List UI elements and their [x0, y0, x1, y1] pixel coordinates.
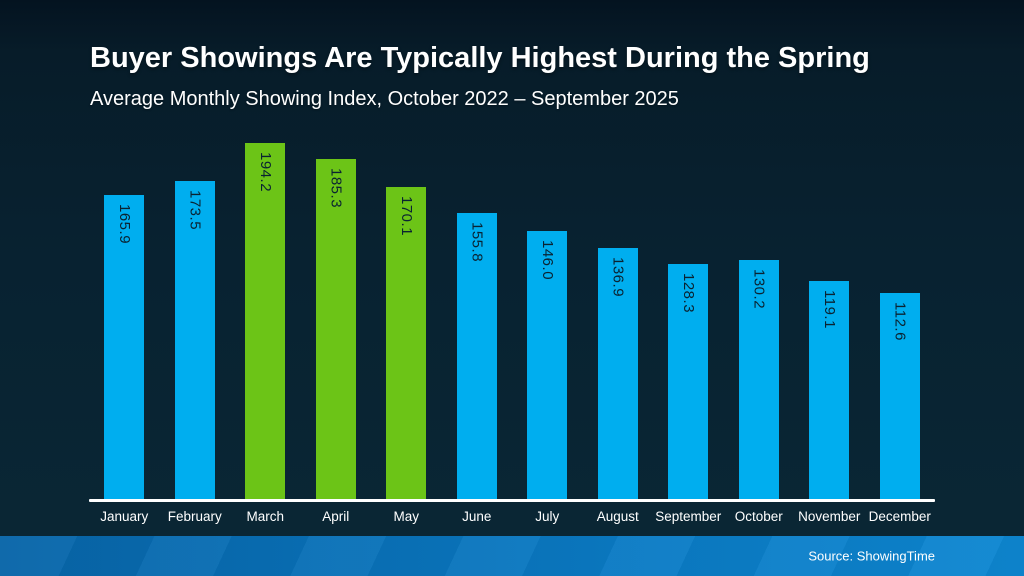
bar-may: 170.1 — [386, 187, 427, 499]
bar-april: 185.3 — [315, 159, 356, 499]
bar-column: 185.3 — [301, 143, 372, 499]
chart-title: Buyer Showings Are Typically Highest Dur… — [90, 42, 870, 74]
bar-column: 194.2 — [230, 143, 301, 499]
bar-value-label: 194.2 — [256, 152, 274, 193]
bar-column: 112.6 — [865, 143, 936, 499]
bar-february: 173.5 — [174, 181, 215, 499]
x-axis-label-june: June — [462, 509, 492, 524]
bar-value-label: 112.6 — [891, 302, 909, 341]
bar-column: 146.0 — [512, 143, 583, 499]
bar-value-label: 146.0 — [538, 240, 556, 281]
bar-january: 165.9 — [104, 195, 145, 499]
x-axis-label-august: August — [596, 509, 639, 524]
source-label: Source: ShowingTime — [808, 548, 935, 564]
bar-column: 155.8 — [442, 143, 513, 499]
bar-value-label: 185.3 — [327, 168, 345, 209]
bar-value-label: 119.1 — [820, 290, 838, 329]
bar-column: 119.1 — [794, 143, 865, 499]
bar-august: 136.9 — [597, 248, 638, 499]
bar-column: 170.1 — [371, 143, 442, 499]
bar-chart: 165.9 173.5 194.2 185.3 170.1 155.8 146.0 136.9… — [89, 143, 935, 528]
bar-column: 165.9 — [89, 143, 160, 499]
bar-july: 146.0 — [527, 231, 568, 499]
x-axis-label-may: May — [393, 509, 419, 524]
x-axis-label-september: September — [655, 509, 722, 524]
bar-value-label: 155.8 — [468, 222, 486, 263]
bar-june: 155.8 — [456, 213, 497, 499]
bar-november: 119.1 — [809, 281, 850, 499]
bar-column: 173.5 — [160, 143, 231, 499]
x-axis-label-december: December — [868, 509, 931, 524]
bar-column: 128.3 — [653, 143, 724, 499]
footer-bar: Source: ShowingTime — [0, 536, 1024, 576]
bar-column: 136.9 — [583, 143, 654, 499]
bar-value-label: 130.2 — [750, 269, 768, 310]
plot-area: 165.9 173.5 194.2 185.3 170.1 155.8 146.0 136.9… — [89, 143, 935, 499]
x-axis-label-february: February — [167, 509, 222, 524]
x-axis-label-january: January — [100, 509, 149, 524]
bar-value-label: 173.5 — [186, 190, 204, 231]
bar-value-label: 136.9 — [609, 257, 627, 298]
bar-march: 194.2 — [245, 143, 286, 499]
chart-subtitle: Average Monthly Showing Index, October 2… — [90, 88, 679, 110]
x-axis-labels: January February March April May June July Augu… — [89, 509, 935, 524]
bar-value-label: 128.3 — [679, 273, 697, 314]
x-axis-label-march: March — [246, 509, 284, 524]
bar-december: 112.6 — [879, 293, 920, 499]
x-axis-label-april: April — [322, 509, 350, 524]
bar-value-label: 170.1 — [397, 196, 415, 237]
x-axis-line — [89, 499, 935, 502]
x-axis-label-july: July — [535, 509, 560, 524]
bar-value-label: 165.9 — [115, 204, 133, 245]
x-axis-label-november: November — [798, 509, 861, 524]
x-axis-label-october: October — [734, 509, 783, 524]
bar-september: 128.3 — [668, 264, 709, 499]
bar-column: 130.2 — [724, 143, 795, 499]
bar-october: 130.2 — [738, 260, 779, 499]
